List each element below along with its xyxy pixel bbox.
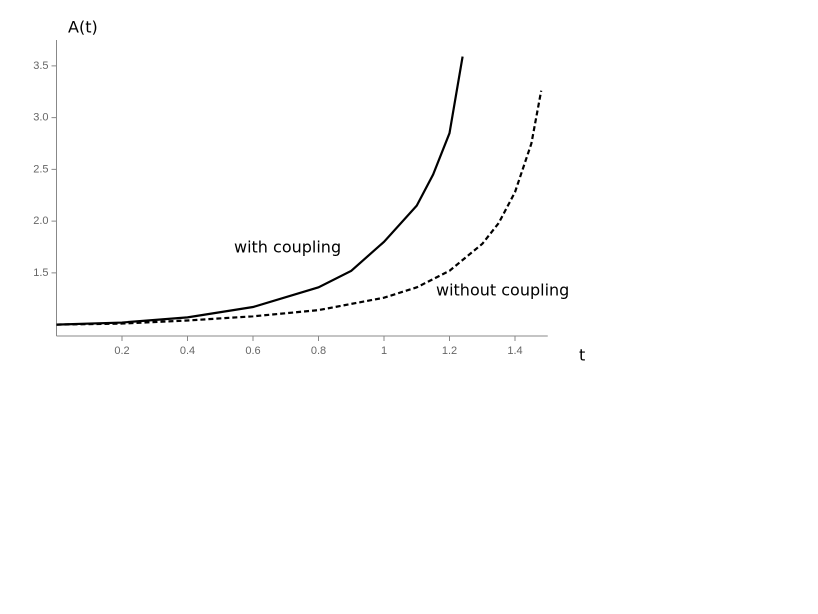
x-tick-label: 1.4 bbox=[507, 345, 522, 357]
x-axis-label: t bbox=[579, 346, 585, 365]
series-line bbox=[56, 90, 543, 326]
x-tick-label: 0.8 bbox=[311, 345, 326, 357]
y-tick-label: 3.5 bbox=[33, 60, 48, 72]
x-tick-label: 0.4 bbox=[180, 345, 195, 357]
y-tick-label: 3.0 bbox=[33, 112, 48, 124]
y-tick-label: 1.5 bbox=[33, 267, 48, 279]
x-tick-label: 1.2 bbox=[442, 345, 457, 357]
y-tick-label: 2.5 bbox=[33, 163, 48, 175]
y-tick-label: 2.0 bbox=[33, 215, 48, 227]
x-tick-label: 0.2 bbox=[114, 345, 129, 357]
series-annotation: without coupling bbox=[436, 281, 569, 300]
y-axis-label: A(t) bbox=[68, 18, 98, 37]
x-tick-label: 0.6 bbox=[245, 345, 260, 357]
series-annotation: with coupling bbox=[234, 238, 341, 257]
series-line bbox=[56, 56, 464, 326]
x-tick-label: 1 bbox=[381, 345, 387, 357]
